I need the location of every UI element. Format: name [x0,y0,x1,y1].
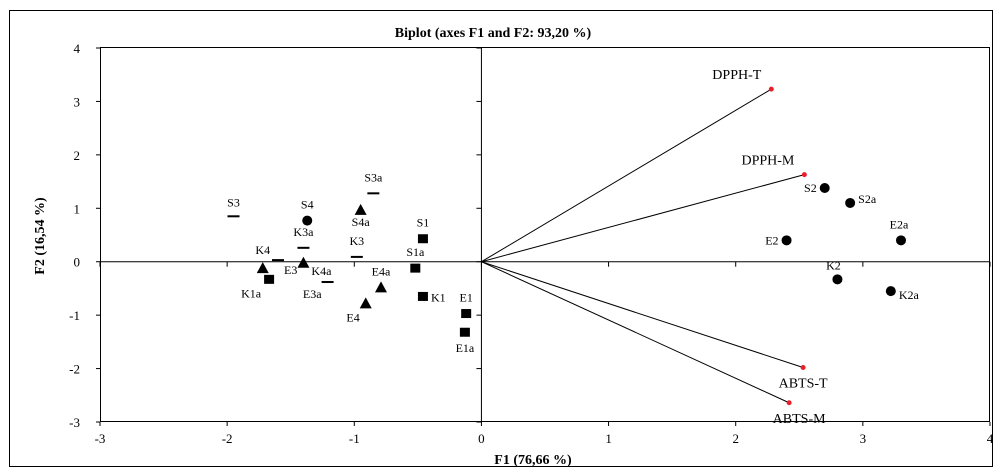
x-tick-label: 3 [860,431,867,446]
observation-label: E4a [372,264,391,278]
y-tick-label: 4 [74,41,81,56]
observation-label: K1 [431,290,446,304]
point-e1 [461,309,472,319]
point-k4 [256,262,269,274]
x-tick-label: 4 [987,431,994,446]
observation-label: K4 [255,243,270,257]
observation-label: K4a [311,264,332,278]
variable-vector [481,174,805,263]
point-k2 [832,274,843,285]
variable-label: ABTS-M [773,412,826,427]
point-k4a [297,256,310,268]
axes-layer: -3 -2 -1 0 1 2 3 4 -3 -2 -1 0 1 2 3 4 [69,41,994,446]
observation-label: S3 [227,195,240,209]
observation-label: E4 [346,310,359,324]
observation-label: E3a [303,287,322,301]
chart-title: Biplot (axes F1 and F2: 93,20 %) [395,26,592,41]
point-k1a [264,274,275,284]
observation-label: S2a [858,192,877,206]
observation-label: E2a [890,217,909,231]
point-e4 [359,297,372,309]
point-k1 [417,291,428,301]
point-k2a [885,286,896,297]
point-s1 [417,234,428,244]
observation-label: K2a [899,288,920,302]
variable-vector-tip [786,400,792,406]
vectors-layer: DPPH-T DPPH-M ABTS-T ABTS-M [481,68,828,427]
point-s4 [302,215,313,226]
variable-label: DPPH-M [741,154,794,169]
variable-vector-tip [800,365,806,371]
observation-label: E1 [459,291,472,305]
y-tick-label: -3 [69,415,80,430]
observation-label: K3a [293,225,314,239]
x-axis-title: F1 (76,66 %) [494,453,572,468]
y-tick-label: 1 [74,201,81,216]
observation-label: K3 [349,234,364,248]
point-e2 [781,235,792,246]
point-s2a [845,197,856,208]
x-tick-label: 2 [732,431,739,446]
y-tick-label: 2 [74,148,81,163]
x-tick-label: -1 [349,431,360,446]
observation-label: K1a [241,286,262,300]
observation-label: E3 [284,263,297,277]
variable-vector [481,88,772,263]
x-tick-label: 1 [605,431,612,446]
variable-vector-tip [768,86,774,92]
y-tick-label: -1 [69,308,80,323]
point-s4a [354,203,367,215]
observation-label: S1a [406,245,425,259]
x-tick-label: 0 [478,431,485,446]
observation-label: S4a [352,215,371,229]
outer-frame [9,10,993,467]
observation-label: S3a [364,170,383,184]
observation-label: S2 [804,181,817,195]
y-tick-label: 0 [74,255,81,270]
observation-label: S4 [301,198,314,212]
point-s1a [410,263,421,273]
x-tick-label: -3 [95,431,106,446]
variable-label: DPPH-T [712,68,761,83]
variable-vector-tip [801,172,807,178]
plot-area-border [100,47,990,422]
point-e1a [459,327,470,337]
point-e4a [374,281,387,293]
y-axis-title: F2 (16,54 %) [33,197,48,275]
observation-label: E1a [456,341,475,355]
observation-label: S1 [417,216,430,230]
variable-vector [481,261,790,404]
variable-vector [481,261,804,368]
observations-layer: S2 S2a E2 E2a K2 K2a S4 S1 S1a K1 E1 E1a K1a S4a E4a E4… [227,170,919,355]
x-tick-label: -2 [222,431,233,446]
y-tick-label: 3 [74,94,81,109]
variable-label: ABTS-T [779,377,828,392]
point-e2a [896,235,906,246]
y-tick-label: -2 [69,362,80,377]
observation-label: E2 [765,233,778,247]
point-s2 [819,182,830,193]
observation-label: K2 [826,258,841,272]
